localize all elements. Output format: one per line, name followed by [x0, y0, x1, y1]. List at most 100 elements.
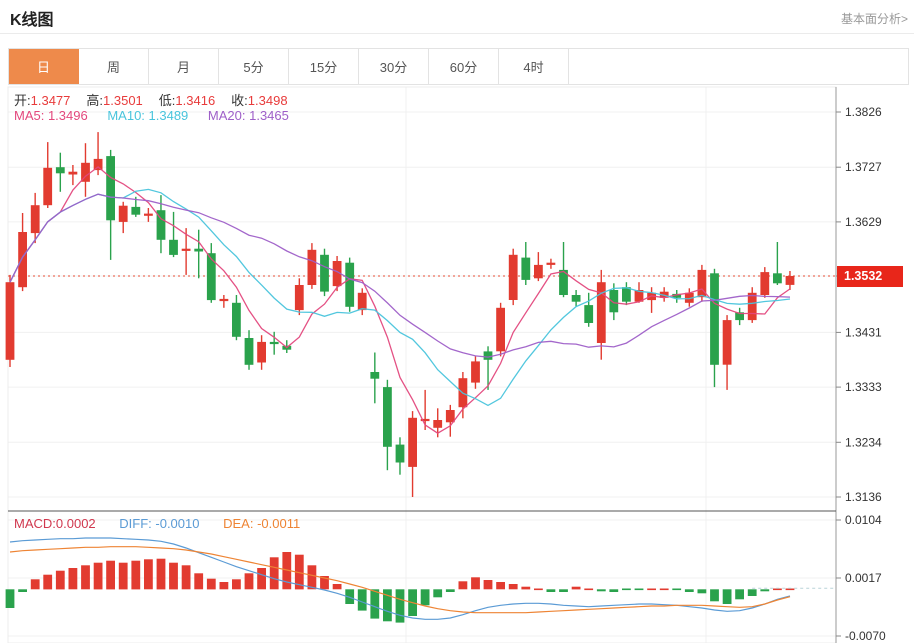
macd-bar	[546, 589, 556, 592]
macd-bar	[735, 589, 744, 600]
candle-body	[181, 248, 191, 251]
macd-bar	[534, 588, 543, 591]
candle-body	[232, 302, 241, 337]
candle-body	[609, 290, 619, 313]
macd-bar	[521, 586, 531, 590]
macd-bar	[785, 588, 795, 591]
candle-body	[169, 239, 178, 255]
candle-body	[546, 262, 556, 265]
low-value: 1.3416	[175, 93, 216, 108]
candle-body	[471, 361, 480, 383]
tab-60分[interactable]: 60分	[429, 49, 499, 84]
macd-legend: MACD:0.0002 DIFF: -0.0010 DEA: -0.0011	[14, 516, 320, 531]
ma10-legend: MA10: 1.3489	[107, 108, 189, 123]
macd-bar	[710, 589, 719, 602]
tab-日[interactable]: 日	[9, 49, 79, 84]
tab-5分[interactable]: 5分	[219, 49, 289, 84]
page-title: K线图	[10, 12, 54, 29]
y-axis-label: 1.3727	[845, 160, 882, 174]
candle-body	[30, 205, 40, 234]
diff-value-label: DIFF: -0.0010	[119, 516, 200, 531]
macd-bar	[269, 557, 279, 590]
candle-body	[68, 171, 78, 175]
ma-legend: MA5: 1.3496 MA10: 1.3489 MA20: 1.3465	[14, 108, 305, 123]
candle-body	[43, 167, 53, 206]
macd-bar	[747, 589, 757, 596]
open-value: 1.3477	[30, 93, 71, 108]
fundamental-analysis-link[interactable]: 基本面分析>	[840, 12, 908, 26]
macd-bar	[420, 589, 430, 606]
candle-body	[596, 282, 606, 343]
candle-body	[332, 261, 342, 287]
candle-body	[408, 417, 417, 467]
candle-body	[445, 410, 455, 423]
macd-bar	[445, 589, 455, 592]
low-label: 低:	[158, 93, 176, 108]
candle-body	[219, 298, 229, 302]
macd-bar	[609, 589, 619, 592]
header-divider	[0, 33, 914, 34]
macd-bar	[232, 579, 241, 590]
ma5-line	[9, 166, 791, 434]
open-label: 开:	[14, 93, 31, 108]
macd-axis-label: 0.0104	[845, 513, 882, 527]
candle-body	[747, 292, 757, 321]
candle-body	[55, 167, 65, 174]
chart-frame	[7, 86, 837, 643]
candle-body	[244, 338, 254, 365]
y-axis-label: 1.3629	[845, 215, 882, 229]
macd-bar	[559, 589, 568, 592]
candle-body	[257, 341, 266, 363]
macd-bar	[118, 562, 128, 590]
ma10-line	[9, 188, 791, 407]
macd-bar	[684, 589, 694, 592]
macd-bar	[760, 589, 770, 592]
macd-bar	[596, 589, 606, 592]
macd-bar	[508, 584, 518, 590]
candle-body	[433, 420, 443, 428]
macd-bar	[194, 573, 204, 590]
candle-body	[634, 290, 644, 302]
candle-body	[206, 253, 216, 301]
candle-body	[684, 292, 694, 303]
candle-body	[785, 276, 795, 285]
macd-bar	[156, 558, 166, 590]
candle-body	[307, 249, 317, 285]
macd-bar	[357, 589, 367, 611]
candle-body	[420, 418, 430, 422]
macd-bar	[647, 588, 656, 591]
macd-bar	[18, 589, 27, 592]
macd-bar	[55, 570, 65, 590]
candle-body	[735, 312, 744, 321]
ma20-line	[9, 193, 791, 358]
macd-bar	[471, 577, 480, 590]
macd-bar	[483, 580, 493, 590]
candle-body	[697, 269, 707, 298]
candle-body	[144, 213, 153, 216]
tab-周[interactable]: 周	[79, 49, 149, 84]
macd-bar	[773, 588, 782, 591]
macd-bar	[219, 582, 229, 590]
ma20-legend: MA20: 1.3465	[207, 108, 289, 123]
candle-body	[710, 273, 719, 365]
candle-body	[370, 372, 380, 379]
macd-bar	[106, 560, 115, 590]
tab-30分[interactable]: 30分	[359, 49, 429, 84]
macd-bar	[43, 574, 53, 590]
macd-bar	[181, 565, 191, 590]
macd-bar	[169, 562, 178, 590]
macd-bar	[659, 588, 669, 591]
candle-body	[93, 158, 103, 171]
macd-bar	[345, 589, 355, 604]
tab-15分[interactable]: 15分	[289, 49, 359, 84]
tab-4时[interactable]: 4时	[499, 49, 569, 84]
ma5-legend: MA5: 1.3496	[14, 108, 88, 123]
candle-body	[508, 254, 518, 300]
macd-bar	[370, 589, 380, 619]
macd-bar	[282, 552, 292, 590]
candle-body	[5, 282, 15, 360]
tab-月[interactable]: 月	[149, 49, 219, 84]
y-axis-label: 1.3234	[845, 435, 882, 449]
macd-bar	[697, 589, 707, 594]
